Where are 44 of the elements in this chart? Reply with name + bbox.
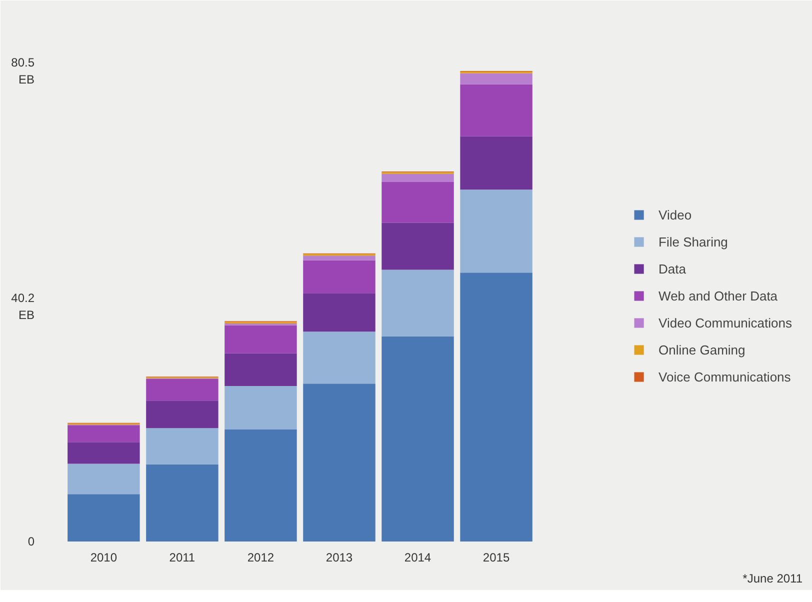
text: *June 2011	[742, 572, 803, 586]
bar	[460, 73, 532, 84]
bar	[382, 222, 454, 270]
bar	[224, 386, 297, 430]
bar	[382, 336, 454, 542]
bar	[382, 174, 454, 182]
y-tick-label: 80.5 EB	[11, 56, 35, 86]
bar	[146, 428, 218, 464]
legend-label: Voice Communications	[658, 369, 791, 384]
legend-label: Web and Other Data	[658, 288, 778, 303]
legend-label: Data	[658, 261, 686, 276]
legend-label: Online Gaming	[658, 342, 746, 357]
bar	[382, 182, 454, 223]
bar	[68, 494, 140, 542]
bar	[303, 332, 376, 384]
bar	[68, 464, 140, 494]
bar	[146, 464, 218, 542]
legend-label: Video	[658, 207, 692, 222]
legend-label: Video Communications	[658, 315, 792, 330]
bar	[303, 384, 376, 542]
legend-label: File Sharing	[658, 234, 728, 249]
bar	[460, 136, 532, 190]
bar	[460, 190, 532, 273]
x-tick-label: 2013	[326, 550, 353, 564]
bar	[303, 293, 376, 332]
x-tick-label: 2015	[482, 550, 510, 564]
bar	[382, 270, 454, 336]
bar	[68, 442, 140, 464]
bar	[224, 325, 297, 354]
bar	[303, 260, 376, 294]
x-tick-label: 2010	[90, 550, 118, 564]
y-tick-label: 40.2 EB	[11, 291, 35, 322]
x-tick-label: 2012	[247, 550, 274, 564]
y-tick-label: 0	[28, 534, 35, 548]
x-tick-label: 2014	[404, 550, 432, 564]
bar	[224, 429, 297, 542]
bar	[303, 256, 376, 260]
bar	[224, 353, 297, 386]
bar	[68, 425, 140, 442]
x-tick-label: 2011	[169, 550, 196, 564]
bar	[460, 84, 532, 136]
bar	[460, 272, 532, 542]
bar	[146, 379, 218, 401]
bar	[146, 400, 218, 428]
